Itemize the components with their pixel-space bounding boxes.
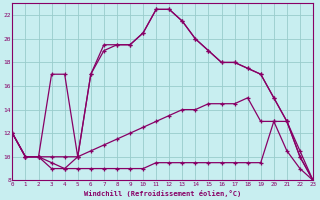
X-axis label: Windchill (Refroidissement éolien,°C): Windchill (Refroidissement éolien,°C) [84, 190, 241, 197]
